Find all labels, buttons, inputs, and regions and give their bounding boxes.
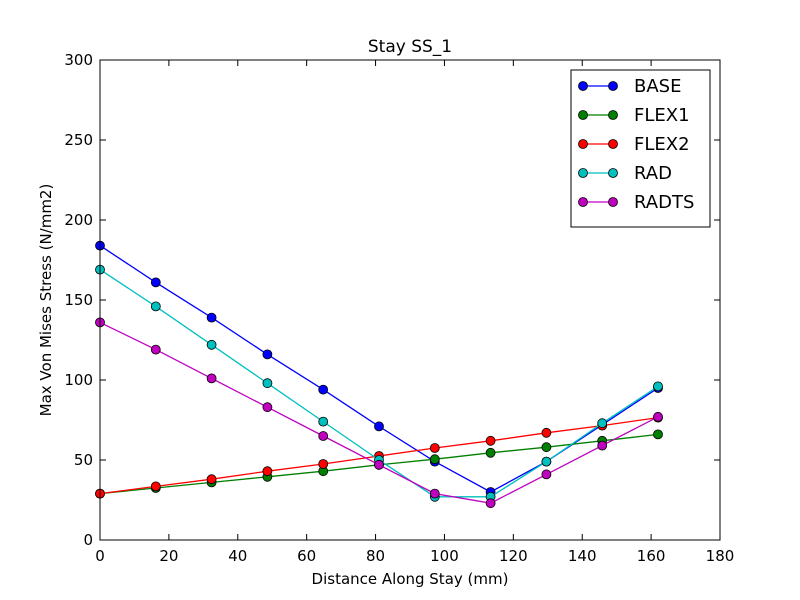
data-point-rad	[541, 456, 552, 467]
legend-label-rad: RAD	[634, 163, 672, 184]
legend: BASE FLEX1 FLEX2 RAD RADTS	[570, 69, 711, 228]
data-point-flex2	[262, 466, 273, 477]
data-point-radts	[429, 488, 440, 499]
data-point-radts	[318, 431, 329, 441]
data-point-radts	[150, 344, 161, 355]
chart-title: Stay SS_1	[368, 37, 452, 57]
data-point-flex1	[485, 447, 496, 458]
data-point-flex2	[150, 481, 161, 492]
y-tick-label: 200	[64, 211, 93, 229]
legend-label-base: BASE	[634, 76, 681, 97]
data-point-flex1	[653, 429, 663, 440]
y-axis: 0 50 100 150 200 250 300	[64, 51, 720, 549]
legend-marker-flex2	[608, 139, 618, 149]
y-tick-label: 0	[83, 531, 93, 549]
data-point-flex2	[206, 474, 217, 485]
x-tick-label: 160	[637, 547, 666, 565]
x-tick-label: 20	[159, 547, 178, 565]
data-point-base	[206, 312, 217, 323]
legend-label-flex1: FLEX1	[634, 105, 690, 126]
x-tick-label: 0	[95, 547, 105, 565]
data-point-rad	[597, 418, 608, 429]
data-point-radts	[262, 402, 273, 413]
data-point-radts	[597, 440, 608, 451]
data-point-rad	[206, 339, 217, 350]
x-axis: 0 20 40 60 80 100 120 140 160 180	[95, 60, 734, 565]
data-point-flex2	[541, 427, 552, 438]
x-tick-label: 120	[499, 547, 528, 565]
legend-marker-radts	[608, 197, 618, 207]
data-point-radts	[653, 411, 663, 422]
legend-marker-rad	[578, 168, 588, 178]
data-point-base	[318, 384, 329, 395]
x-tick-label: 100	[430, 547, 459, 565]
data-point-rad	[150, 301, 161, 312]
x-tick-label: 60	[297, 547, 316, 565]
data-point-flex2	[485, 435, 496, 446]
data-point-radts	[206, 373, 217, 384]
y-tick-label: 150	[64, 291, 93, 309]
data-point-radts	[485, 498, 496, 509]
data-point-base	[374, 421, 384, 432]
legend-marker-rad	[608, 168, 618, 178]
y-tick-label: 300	[64, 51, 93, 69]
legend-marker-base	[608, 81, 618, 91]
data-point-flex2	[318, 459, 329, 469]
legend-marker-base	[578, 81, 588, 91]
data-point-rad	[318, 416, 329, 427]
y-tick-label: 50	[74, 451, 93, 469]
plot-area	[95, 59, 721, 541]
legend-marker-radts	[578, 197, 588, 207]
y-axis-label: Max Von Mises Stress (N/mm2)	[37, 184, 55, 417]
y-tick-label: 100	[64, 371, 93, 389]
data-point-rad	[262, 378, 273, 389]
legend-marker-flex2	[578, 139, 588, 149]
data-point-rad	[653, 381, 663, 392]
x-axis-label: Distance Along Stay (mm)	[312, 570, 509, 588]
x-tick-label: 80	[366, 547, 385, 565]
legend-label-flex2: FLEX2	[634, 134, 690, 155]
data-point-flex1	[429, 454, 440, 465]
y-tick-label: 250	[64, 131, 93, 149]
data-point-radts	[374, 459, 384, 470]
legend-box	[570, 69, 711, 228]
data-point-flex2	[429, 443, 440, 453]
data-point-flex1	[541, 442, 552, 453]
x-tick-label: 140	[568, 547, 597, 565]
legend-marker-flex1	[608, 110, 618, 120]
data-point-radts	[541, 469, 552, 480]
data-point-base	[262, 349, 273, 360]
x-tick-label: 180	[706, 547, 735, 565]
legend-marker-flex1	[578, 110, 588, 120]
x-tick-label: 40	[228, 547, 247, 565]
legend-label-radts: RADTS	[634, 192, 694, 213]
data-point-base	[150, 277, 161, 288]
